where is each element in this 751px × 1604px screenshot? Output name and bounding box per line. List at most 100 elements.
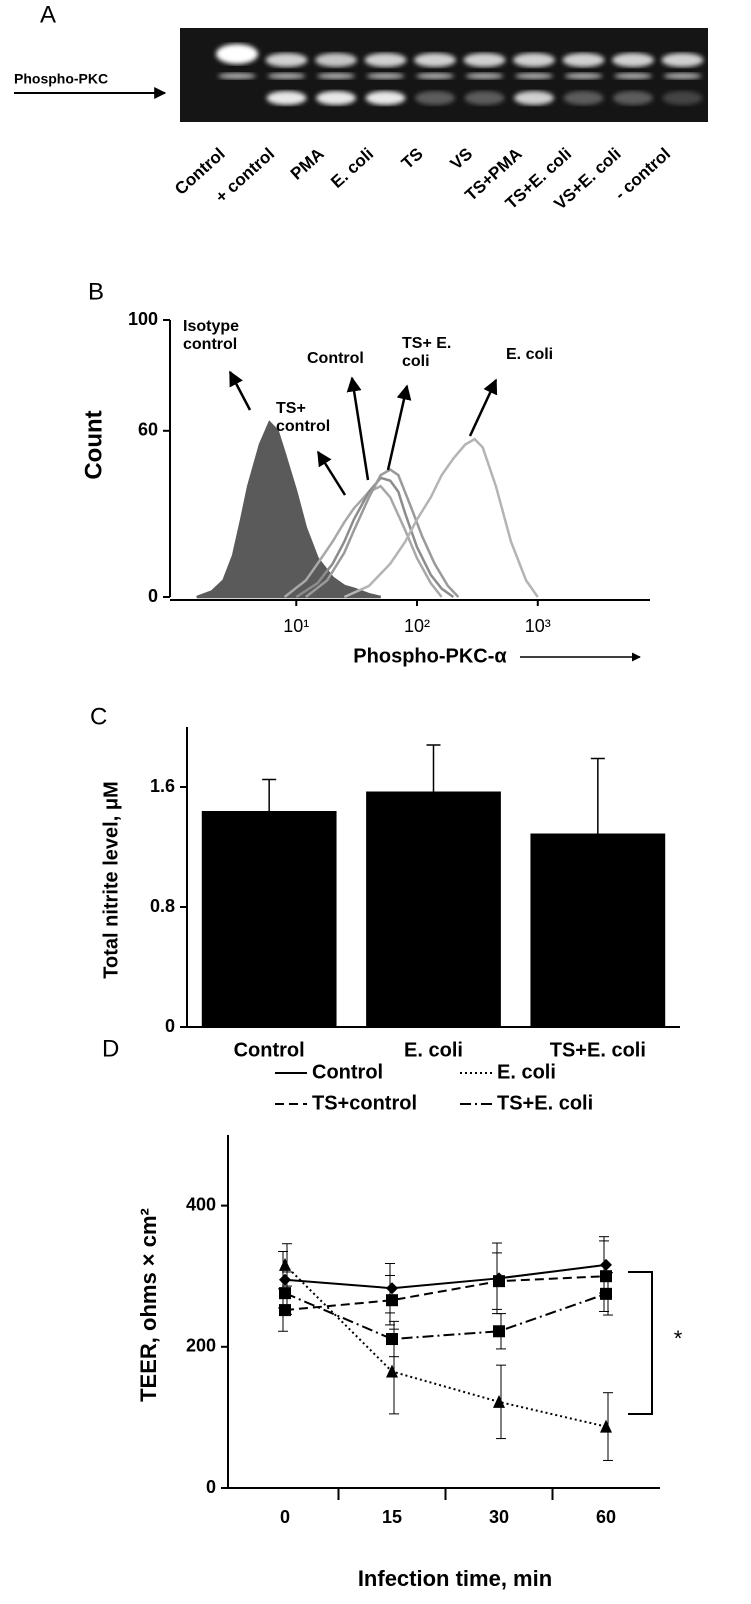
y-tick-label: 200 xyxy=(186,1336,216,1356)
legend-label: TS+control xyxy=(312,1092,417,1114)
gel-band xyxy=(465,73,504,79)
marker xyxy=(493,1275,505,1288)
bar xyxy=(366,791,501,1027)
series-annotation: TS+ control xyxy=(276,400,331,435)
x-axis-label: Infection time, min xyxy=(358,1566,552,1591)
lane-label: VS xyxy=(447,144,477,173)
bar xyxy=(530,833,666,1027)
lane-label: TS xyxy=(398,144,427,173)
y-tick-label: 0 xyxy=(148,586,158,606)
gel-band xyxy=(662,91,703,105)
gel-band xyxy=(661,53,704,67)
panel-label: B xyxy=(88,278,104,305)
marker xyxy=(386,1282,398,1295)
marker xyxy=(600,1258,612,1271)
gel-band xyxy=(513,53,555,67)
lane-label: PMA xyxy=(287,144,328,183)
gel-band xyxy=(562,53,605,67)
y-tick-label: 0 xyxy=(165,1016,175,1036)
annotation: * xyxy=(674,1326,683,1351)
gel-band xyxy=(515,73,553,79)
marker xyxy=(600,1419,612,1433)
line-series xyxy=(284,1292,607,1341)
y-axis-label: Count xyxy=(80,410,107,479)
x-tick-label: 10² xyxy=(404,616,430,636)
x-tick-label: 10¹ xyxy=(283,616,309,636)
histogram-curve xyxy=(305,468,460,598)
gel-band xyxy=(366,73,405,79)
gel-band xyxy=(612,53,654,67)
gel-band xyxy=(218,73,256,79)
gel-band xyxy=(265,53,308,67)
gel-band xyxy=(564,73,603,79)
gel-band xyxy=(315,53,357,67)
annotation-arrow xyxy=(468,378,498,437)
marker xyxy=(386,1364,398,1378)
y-tick-label: 60 xyxy=(138,420,158,440)
annotation-arrow xyxy=(346,376,370,481)
gel-band xyxy=(266,91,307,105)
marker xyxy=(493,1394,505,1408)
histogram-curve xyxy=(295,476,455,599)
marker xyxy=(493,1325,505,1338)
y-tick-label: 0.8 xyxy=(150,896,175,916)
y-axis-label: Total nitrite level, μM xyxy=(100,781,122,978)
y-tick-label: 1.6 xyxy=(150,776,175,796)
panel-label: C xyxy=(90,703,107,730)
histogram-curve xyxy=(343,437,539,599)
x-tick-label: 30 xyxy=(489,1507,509,1527)
panel-label: A xyxy=(40,1,56,28)
marker xyxy=(386,1294,398,1307)
gel-band xyxy=(613,91,653,105)
marker xyxy=(600,1287,612,1300)
gel-band xyxy=(464,91,505,105)
x-tick-label: 10³ xyxy=(525,616,551,636)
line-series xyxy=(284,1264,607,1428)
y-tick-label: 0 xyxy=(206,1477,216,1497)
marker xyxy=(279,1273,291,1286)
legend-label: E. coli xyxy=(497,1061,556,1083)
x-axis-label: Phospho-PKC-α xyxy=(353,645,507,667)
series-annotation: Control xyxy=(307,350,364,367)
marker-label: Phospho-PKC xyxy=(14,71,108,87)
x-tick-label: E. coli xyxy=(404,1039,463,1061)
annotation-arrow xyxy=(228,370,252,411)
y-tick-label: 100 xyxy=(128,309,158,329)
gel-band xyxy=(463,53,506,67)
gel-band xyxy=(514,91,554,105)
gel-band xyxy=(365,91,406,105)
line-series xyxy=(284,1263,607,1290)
gel-band xyxy=(415,91,455,105)
series-annotation: TS+ E. coli xyxy=(402,335,452,370)
x-tick-label: Control xyxy=(234,1039,305,1061)
gel-band xyxy=(416,73,454,79)
histogram-curve xyxy=(196,420,381,599)
gel-band xyxy=(316,91,356,105)
x-tick-label: TS+E. coli xyxy=(550,1039,646,1061)
y-tick-label: 400 xyxy=(186,1194,216,1214)
marker xyxy=(279,1257,291,1271)
gel-band xyxy=(364,53,407,67)
y-axis-label: TEER, ohms × cm² xyxy=(136,1208,161,1402)
marker xyxy=(279,1287,291,1300)
x-tick-label: 15 xyxy=(382,1507,402,1527)
x-tick-label: 0 xyxy=(280,1507,290,1527)
series-annotation: Isotype control xyxy=(183,318,240,353)
gel-band xyxy=(563,91,604,105)
series-annotation: E. coli xyxy=(506,346,554,363)
bar xyxy=(201,811,337,1027)
gel-band xyxy=(614,73,652,79)
gel-band xyxy=(414,53,456,67)
bracket xyxy=(628,1271,653,1415)
legend-label: TS+E. coli xyxy=(497,1092,593,1114)
gel-band xyxy=(317,73,355,79)
marker xyxy=(279,1304,291,1317)
lane-label: - control xyxy=(611,144,674,204)
annotation-arrow xyxy=(386,384,412,471)
gel-band xyxy=(267,73,306,79)
annotation-arrow xyxy=(316,450,347,496)
panel-label: D xyxy=(102,1035,119,1062)
lane-label: E. coli xyxy=(327,144,377,192)
